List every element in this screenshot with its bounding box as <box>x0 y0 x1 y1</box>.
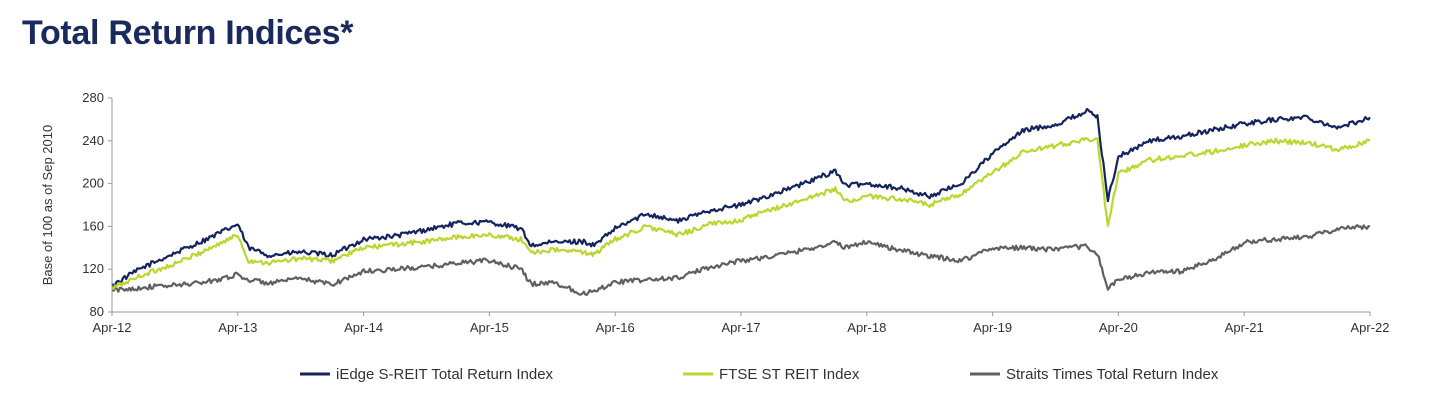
x-tick-label: Apr-13 <box>218 320 257 335</box>
x-tick-label: Apr-17 <box>721 320 760 335</box>
y-tick-label: 280 <box>82 90 104 105</box>
plot-area <box>111 107 1371 296</box>
y-axis-label: Base of 100 as of Sep 2010 <box>40 125 55 285</box>
x-tick-label: Apr-19 <box>973 320 1012 335</box>
y-tick-label: 240 <box>82 133 104 148</box>
legend-label-1: iEdge S-REIT Total Return Index <box>336 366 554 383</box>
series-line-3 <box>111 224 1371 296</box>
series-line-2 <box>111 136 1371 290</box>
x-tick-label: Apr-20 <box>1099 320 1138 335</box>
x-tick-label: Apr-18 <box>847 320 886 335</box>
y-tick-label: 160 <box>82 218 104 233</box>
x-tick-label: Apr-22 <box>1350 320 1389 335</box>
legend-label-2: FTSE ST REIT Index <box>719 366 860 383</box>
page-title: Total Return Indices* <box>22 14 354 52</box>
x-tick-label: Apr-21 <box>1225 320 1264 335</box>
x-tick-label: Apr-16 <box>596 320 635 335</box>
axes: 80 120 160 200 240 280 Apr-12 Apr-13 Apr-14 Apr-1… <box>40 90 1390 335</box>
y-tick-label: 200 <box>82 176 104 191</box>
x-tick-label: Apr-15 <box>470 320 509 335</box>
x-tick-label: Apr-12 <box>92 320 131 335</box>
y-tick-label: 80 <box>90 304 104 319</box>
legend-label-3: Straits Times Total Return Index <box>1006 366 1219 383</box>
series-line-1 <box>111 107 1371 288</box>
legend: iEdge S-REIT Total Return Index FTSE ST R… <box>300 366 1219 383</box>
y-tick-label: 120 <box>82 261 104 276</box>
x-tick-label: Apr-14 <box>344 320 383 335</box>
